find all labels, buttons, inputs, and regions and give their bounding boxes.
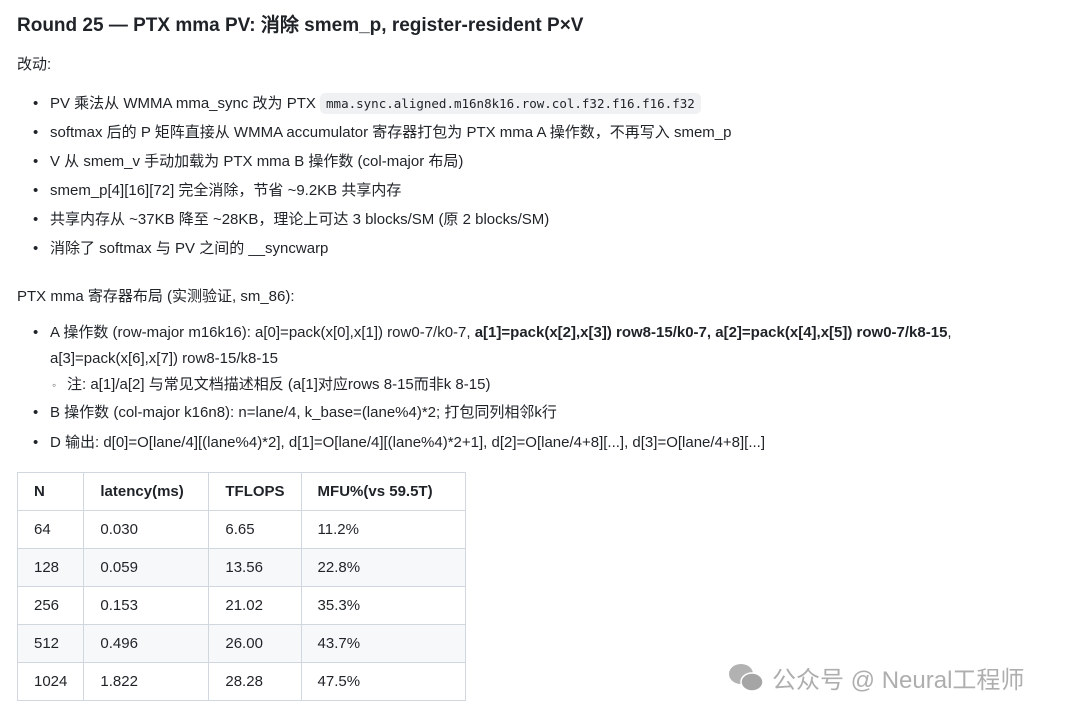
layout-label: PTX mma 寄存器布局 (实测验证, sm_86): xyxy=(17,288,295,305)
changes-label: 改动: xyxy=(17,56,52,73)
header-n: N xyxy=(16,472,85,511)
header-mfu: MFU%(vs 59.5T) xyxy=(300,472,466,511)
cell: 0.030 xyxy=(83,510,210,549)
cell: 6.65 xyxy=(208,510,302,549)
item-bold: a[1]=pack(x[2],x[3]) row8-15/k0-7, a[2]=… xyxy=(474,324,948,341)
cell: 64 xyxy=(16,510,85,549)
cell: 43.7% xyxy=(300,624,466,663)
list-item: A 操作数 (row-major m16k16): a[0]=pack(x[0]… xyxy=(17,320,1047,372)
list-item: V 从 smem_v 手动加载为 PTX mma B 操作数 (col-majo… xyxy=(17,147,1057,176)
cell: 21.02 xyxy=(208,586,302,625)
results-table: N latency(ms) TFLOPS MFU%(vs 59.5T) 64 0.… xyxy=(16,472,466,701)
layout-list: A 操作数 (row-major m16k16): a[0]=pack(x[0]… xyxy=(17,320,1047,458)
changes-list: PV 乘法从 WMMA mma_sync 改为 PTX mma.sync.ali… xyxy=(17,89,1057,263)
wechat-icon xyxy=(729,663,764,692)
cell: 11.2% xyxy=(300,510,466,549)
list-item: softmax 后的 P 矩阵直接从 WMMA accumulator 寄存器打… xyxy=(17,118,1057,147)
cell: 1024 xyxy=(16,662,85,701)
cell: 0.496 xyxy=(83,624,210,663)
watermark-text: 公众号 @ Neural工程师 xyxy=(772,667,1025,694)
watermark: 公众号 @ Neural工程师 xyxy=(728,660,1024,695)
table-row: 64 0.030 6.65 11.2% xyxy=(16,510,466,549)
table-row: 256 0.153 21.02 35.3% xyxy=(16,586,466,625)
table-row: 128 0.059 13.56 22.8% xyxy=(16,548,466,587)
table-header-row: N latency(ms) TFLOPS MFU%(vs 59.5T) xyxy=(16,472,466,511)
cell: 0.153 xyxy=(83,586,210,625)
cell: 256 xyxy=(16,586,85,625)
cell: 512 xyxy=(16,624,85,663)
cell: 13.56 xyxy=(208,548,302,587)
cell: 26.00 xyxy=(208,624,302,663)
list-item: B 操作数 (col-major k16n8): n=lane/4, k_bas… xyxy=(17,398,1047,428)
page-title: Round 25 — PTX mma PV: 消除 smem_p, regist… xyxy=(17,15,584,36)
cell: 35.3% xyxy=(300,586,466,625)
sub-list-item: 注: a[1]/a[2] 与常见文档描述相反 (a[1]对应rows 8-15而… xyxy=(17,372,1047,398)
cell: 28.28 xyxy=(208,662,302,701)
list-item: PV 乘法从 WMMA mma_sync 改为 PTX mma.sync.ali… xyxy=(17,89,1057,118)
cell: 1.822 xyxy=(83,662,210,701)
list-item: D 输出: d[0]=O[lane/4][(lane%4)*2], d[1]=O… xyxy=(17,428,1047,458)
list-item: 共享内存从 ~37KB 降至 ~28KB，理论上可达 3 blocks/SM (… xyxy=(17,205,1057,234)
inline-code: mma.sync.aligned.m16n8k16.row.col.f32.f1… xyxy=(320,93,701,114)
cell: 47.5% xyxy=(300,662,466,701)
cell: 128 xyxy=(16,548,85,587)
header-tflops: TFLOPS xyxy=(208,472,302,511)
item-text: A 操作数 (row-major m16k16): a[0]=pack(x[0]… xyxy=(50,324,475,341)
list-item: 消除了 softmax 与 PV 之间的 __syncwarp xyxy=(17,234,1057,263)
item-text: , a[3]=pack(x[6],x[7]) row8-15/k8-15 xyxy=(50,324,952,367)
item-text: PV 乘法从 WMMA mma_sync 改为 PTX xyxy=(50,95,321,112)
header-latency: latency(ms) xyxy=(83,472,210,511)
table-row: 512 0.496 26.00 43.7% xyxy=(16,624,466,663)
list-item: smem_p[4][16][72] 完全消除，节省 ~9.2KB 共享内存 xyxy=(17,176,1057,205)
cell: 0.059 xyxy=(83,548,210,587)
table-row: 1024 1.822 28.28 47.5% xyxy=(16,662,466,701)
cell: 22.8% xyxy=(300,548,466,587)
